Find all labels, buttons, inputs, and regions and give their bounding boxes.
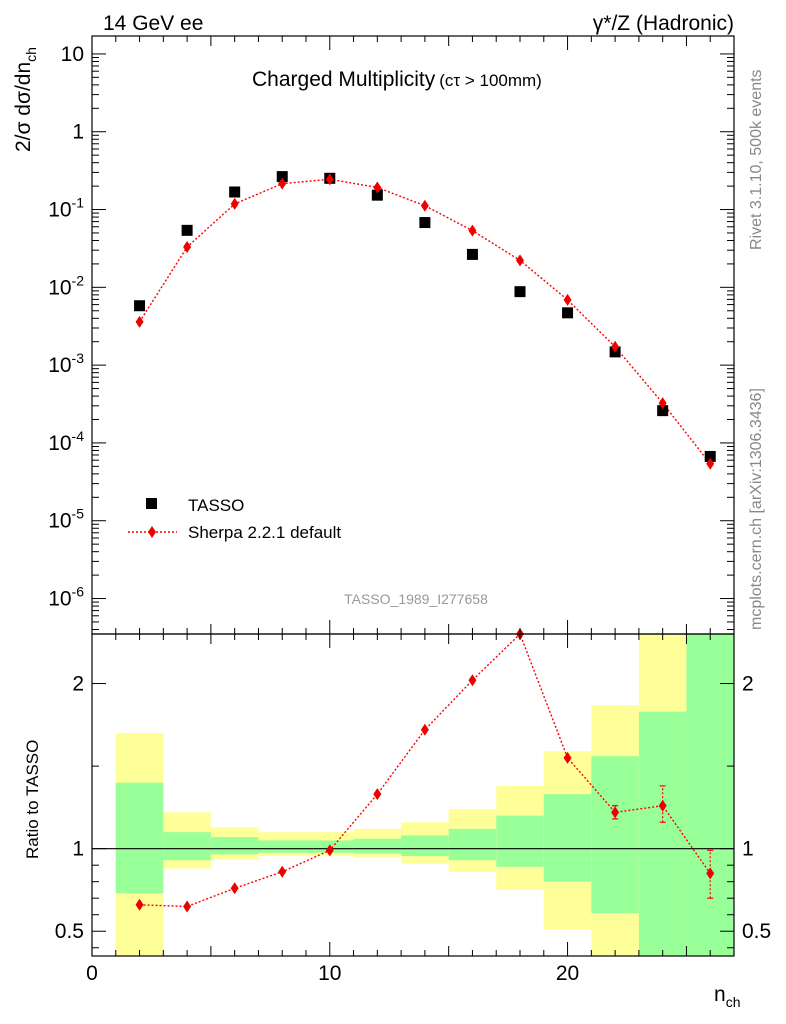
ratio-point-24 xyxy=(658,799,667,812)
mc-point-22 xyxy=(611,340,620,353)
data-point-2 xyxy=(134,300,146,312)
y-main-tick-label-0: 10-6 xyxy=(48,584,84,611)
y-main-tick-label-7: 10 xyxy=(61,43,84,66)
ratio-point-10 xyxy=(325,844,334,857)
band-inner-10 xyxy=(591,756,639,914)
axes-layer: 0 10 20 10-6 10-5 10-4 10-3 10-2 10-1 1 10 0.5 0.5 1 1… xyxy=(48,35,771,985)
band-inner-0 xyxy=(115,782,164,894)
main-frame xyxy=(91,35,735,635)
y-axis-main-label: 2/σ dσ/dnch xyxy=(12,47,39,152)
data-point-4 xyxy=(181,224,193,236)
mc-point-20 xyxy=(563,293,572,306)
ratio-point-22 xyxy=(611,806,620,819)
ratio-point-20 xyxy=(563,751,572,764)
y-ratio-tick-label-left-2: 2 xyxy=(72,673,84,696)
x-tick-label-20: 20 xyxy=(556,962,579,985)
main-data-layer xyxy=(134,171,716,470)
band-inner-12 xyxy=(686,634,734,956)
y-main-tick-label-4: 10-2 xyxy=(48,272,84,299)
y-ratio-tick-label-right-1: 1 xyxy=(742,838,754,861)
header-left: 14 GeV ee xyxy=(103,12,203,35)
mc-point-4 xyxy=(183,240,192,253)
mc-point-8 xyxy=(278,177,287,190)
band-inner-8 xyxy=(496,815,544,867)
mc-point-16 xyxy=(468,224,477,237)
y-main-tick-label-1: 10-5 xyxy=(48,506,84,533)
legend-mc-label: Sherpa 2.2.1 default xyxy=(188,523,341,542)
y-main-tick-label-5: 10-1 xyxy=(48,195,84,222)
legend-data-label: TASSO xyxy=(188,496,244,515)
data-point-12 xyxy=(371,189,383,201)
x-tick-label-10: 10 xyxy=(318,962,341,985)
watermark: TASSO_1989_I277658 xyxy=(344,591,488,607)
ratio-point-14 xyxy=(420,723,429,736)
mc-point-6 xyxy=(230,197,239,210)
mc-point-24 xyxy=(658,397,667,410)
data-point-16 xyxy=(466,248,478,260)
band-inner-11 xyxy=(638,711,687,956)
mc-point-2 xyxy=(135,315,144,328)
x-tick-label-0: 0 xyxy=(86,962,98,985)
mc-point-12 xyxy=(373,181,382,194)
y-axis-ratio-label: Ratio to TASSO xyxy=(23,740,42,859)
ratio-point-12 xyxy=(373,788,382,801)
header-right: γ*/Z (Hadronic) xyxy=(593,12,734,35)
y-main-tick-label-3: 10-3 xyxy=(48,350,84,377)
y-ratio-tick-label-left-1: 1 xyxy=(72,838,84,861)
ratio-bands-layer xyxy=(115,634,734,956)
y-ratio-tick-label-right-2: 2 xyxy=(742,673,754,696)
ratio-point-16 xyxy=(468,674,477,687)
ratio-point-6 xyxy=(230,882,239,895)
data-point-18 xyxy=(514,286,526,298)
chart-title-sub: (cτ > 100mm) xyxy=(439,71,542,90)
band-inner-5 xyxy=(353,838,402,854)
data-point-26 xyxy=(704,450,716,462)
chart-title-main: Charged Multiplicity xyxy=(252,68,436,91)
ratio-point-8 xyxy=(278,865,287,878)
rivet-label: Rivet 3.1.10, 500k events xyxy=(748,69,765,250)
ratio-point-4 xyxy=(183,900,192,913)
ratio-point-26 xyxy=(706,867,715,880)
chart-title: Charged Multiplicity (cτ > 100mm) xyxy=(252,68,542,91)
data-point-24 xyxy=(657,405,669,417)
y-main-tick-label-2: 10-4 xyxy=(48,428,84,455)
mc-point-14 xyxy=(420,199,429,212)
data-point-6 xyxy=(229,186,241,198)
mcplots-label: mcplots.cern.ch [arXiv:1306.3436] xyxy=(748,388,765,630)
y-ratio-tick-label-right-0.5: 0.5 xyxy=(742,920,771,943)
band-inner-2 xyxy=(210,837,259,855)
mc-point-18 xyxy=(516,254,524,267)
legend: TASSO Sherpa 2.2.1 default xyxy=(128,496,341,542)
band-inner-6 xyxy=(401,835,449,857)
legend-data-marker xyxy=(146,498,157,509)
band-inner-1 xyxy=(163,832,211,861)
mc-point-10 xyxy=(325,173,334,186)
ratio-point-2 xyxy=(135,898,144,911)
data-point-20 xyxy=(562,307,574,319)
band-inner-9 xyxy=(543,794,592,882)
data-point-14 xyxy=(419,217,431,229)
mc-point-26 xyxy=(706,457,715,470)
band-inner-3 xyxy=(258,840,306,853)
y-main-tick-label-6: 1 xyxy=(72,121,84,144)
ratio-data-layer xyxy=(92,628,734,913)
ratio-frame xyxy=(91,633,735,957)
legend-mc-marker xyxy=(148,526,156,538)
y-ratio-tick-label-left-0.5: 0.5 xyxy=(55,920,84,943)
x-axis-label: nch xyxy=(714,983,740,1010)
band-inner-7 xyxy=(448,828,497,861)
data-point-8 xyxy=(276,171,288,183)
